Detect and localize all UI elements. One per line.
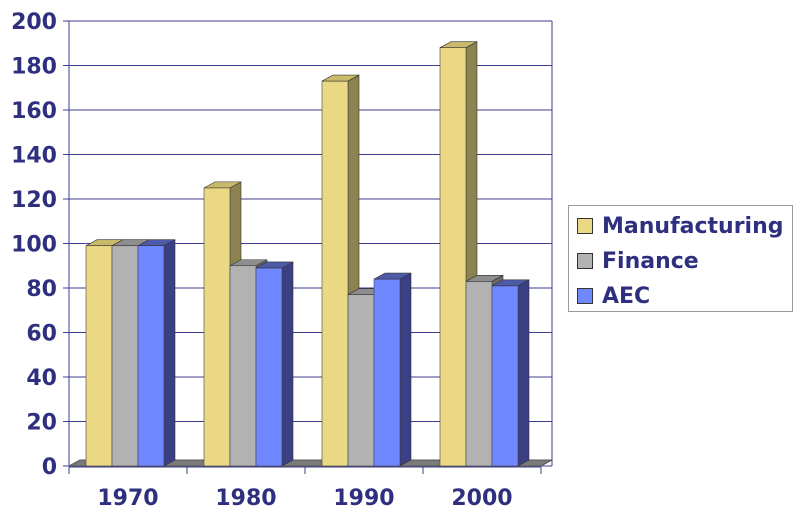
legend: Manufacturing Finance AEC [568, 205, 793, 312]
bars [85, 41, 530, 467]
bar-side-aec-1980 [281, 261, 294, 467]
y-tick-label: 0 [42, 455, 57, 480]
bar-finance-1980 [229, 265, 257, 467]
legend-swatch-finance [577, 253, 593, 269]
legend-item-finance: Finance [577, 246, 699, 276]
y-tick-label: 100 [11, 233, 57, 258]
legend-swatch-aec [577, 288, 593, 304]
bar-top-aec-1980 [255, 261, 294, 269]
y-tick-label: 160 [11, 99, 57, 124]
bar-aec-1980 [255, 267, 283, 467]
x-tick-label: 1970 [97, 486, 158, 511]
bar-top-aec-2000 [491, 279, 530, 287]
legend-label-finance: Finance [602, 248, 699, 274]
bar-side-aec-2000 [517, 279, 530, 467]
legend-item-aec: AEC [577, 281, 650, 311]
x-tick-label: 2000 [451, 486, 512, 511]
bar-aec-2000 [491, 285, 519, 467]
axes [63, 20, 553, 474]
bar-top-manufacturing-1990 [321, 74, 360, 82]
y-tick-label: 200 [11, 10, 57, 35]
bar-top-finance-1980 [229, 259, 268, 267]
bar-finance-1970 [111, 245, 139, 467]
x-tick-label: 1990 [333, 486, 394, 511]
bar-side-aec-1990 [399, 272, 412, 467]
y-tick-label: 20 [26, 411, 57, 436]
bar-manufacturing-1990 [321, 80, 349, 467]
y-tick-label: 80 [26, 277, 57, 302]
bar-top-aec-1970 [137, 239, 176, 247]
y-tick-labels: 0 20 40 60 80 100 120 140 160 180 200 [11, 10, 57, 480]
legend-item-manufacturing: Manufacturing [577, 211, 784, 241]
y-tick-label: 60 [26, 322, 57, 347]
y-tick-label: 140 [11, 144, 57, 169]
y-tick-label: 120 [11, 188, 57, 213]
legend-swatch-manufacturing [577, 218, 593, 234]
bar-side-aec-1970 [163, 239, 176, 467]
x-tick-label: 1980 [215, 486, 276, 511]
bar-manufacturing-1980 [203, 187, 231, 467]
legend-label-manufacturing: Manufacturing [602, 213, 784, 239]
bar-finance-1990 [347, 294, 375, 467]
bar-top-aec-1990 [373, 272, 412, 280]
bar-aec-1990 [373, 278, 401, 467]
bar-top-manufacturing-2000 [439, 41, 478, 49]
y-tick-label: 180 [11, 55, 57, 80]
bar-top-finance-2000 [465, 275, 504, 282]
bar-manufacturing-1970 [85, 245, 113, 467]
bar-top-manufacturing-1980 [203, 181, 242, 189]
legend-label-aec: AEC [602, 283, 651, 309]
bar-finance-2000 [465, 281, 493, 467]
bar-manufacturing-2000 [439, 47, 467, 467]
bar-aec-1970 [137, 245, 165, 467]
x-tick-labels: 1970 1980 1990 2000 [97, 486, 512, 511]
y-tick-label: 40 [26, 366, 57, 391]
